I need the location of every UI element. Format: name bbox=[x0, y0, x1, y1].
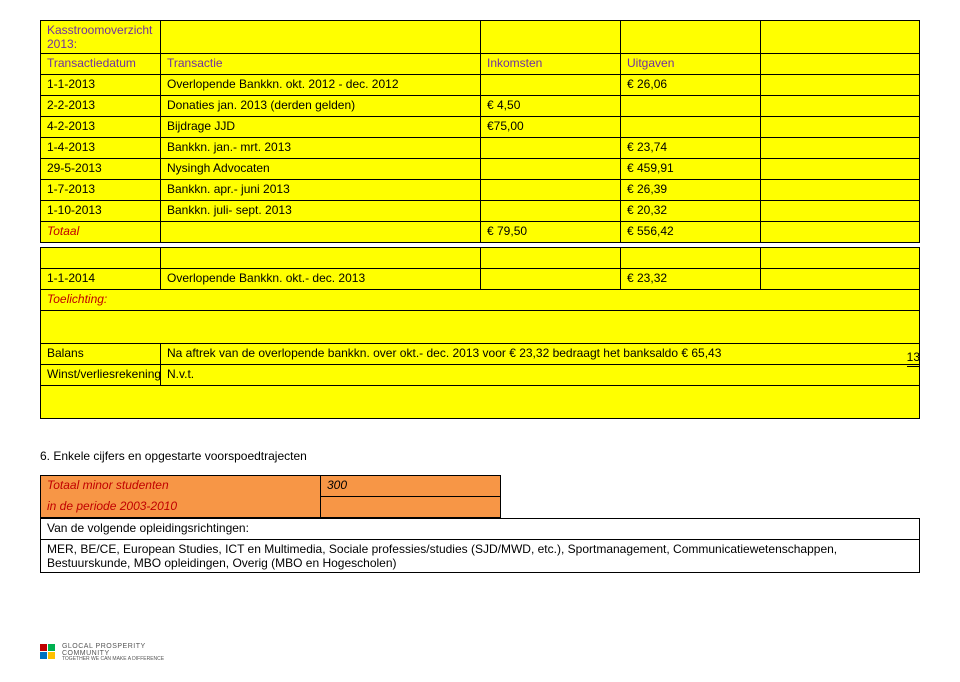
minor-students-table: Totaal minor studenten 300 in de periode… bbox=[40, 475, 501, 518]
col-header: Transactiedatum bbox=[41, 54, 161, 75]
cashflow-table: Kasstroomoverzicht 2013: Transactiedatum… bbox=[40, 20, 920, 243]
footer-line: GLOCAL PROSPERITY bbox=[62, 643, 164, 650]
footer-line: COMMUNITY bbox=[62, 650, 164, 657]
section-6: 6. Enkele cijfers en opgestarte voorspoe… bbox=[40, 449, 920, 573]
study-directions-table: Van de volgende opleidingsrichtingen: ME… bbox=[40, 518, 920, 573]
section-heading: 6. Enkele cijfers en opgestarte voorspoe… bbox=[40, 449, 920, 463]
footer-logo: GLOCAL PROSPERITY COMMUNITY TOGETHER WE … bbox=[40, 643, 920, 662]
table-title: Kasstroomoverzicht 2013: bbox=[41, 21, 161, 54]
col-header: Uitgaven bbox=[621, 54, 761, 75]
carryover-table: 1-1-2014 Overlopende Bankkn. okt.- dec. … bbox=[40, 247, 920, 419]
logo-icon bbox=[40, 644, 56, 660]
col-header: Transactie bbox=[161, 54, 481, 75]
footer-line: TOGETHER WE CAN MAKE A DIFFERENCE bbox=[62, 657, 164, 662]
col-header: Inkomsten bbox=[481, 54, 621, 75]
page-number: 13 bbox=[907, 350, 920, 367]
